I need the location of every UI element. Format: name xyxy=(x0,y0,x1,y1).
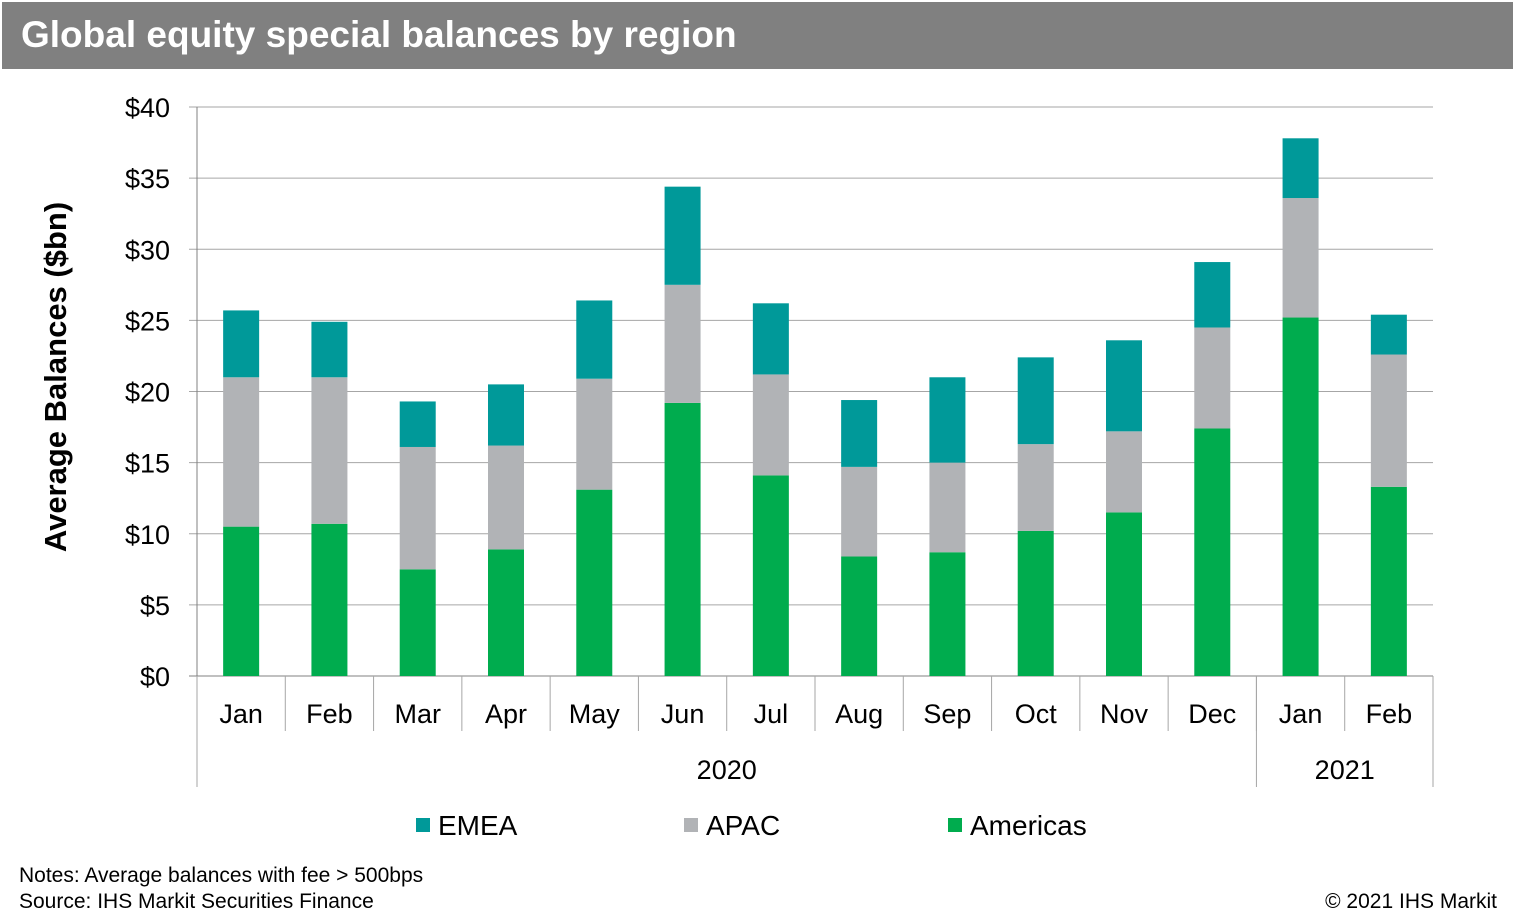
x-tick-label: Jan xyxy=(219,699,263,729)
y-tick-label: $20 xyxy=(125,378,170,408)
bar-americas xyxy=(929,552,966,676)
bar-emea xyxy=(1106,340,1142,432)
bar-emea xyxy=(576,300,613,379)
y-tick-label: $25 xyxy=(125,306,170,336)
y-tick-label: $5 xyxy=(140,591,170,621)
x-tick-label: Oct xyxy=(1015,699,1058,729)
notes-text: Notes: Average balances with fee > 500bp… xyxy=(19,864,424,887)
legend-label: APAC xyxy=(706,810,780,841)
legend-swatch-americas xyxy=(948,818,962,832)
x-tick-label: Aug xyxy=(835,699,883,729)
bar-americas xyxy=(1282,317,1319,676)
bar-americas xyxy=(841,556,878,676)
bar-apac xyxy=(752,374,789,476)
x-tick-label: Dec xyxy=(1188,699,1236,729)
legend-swatch-apac xyxy=(684,818,698,832)
bar-americas xyxy=(1017,530,1054,676)
year-label: 2020 xyxy=(697,755,757,785)
bar-emea xyxy=(929,377,966,463)
bar-apac xyxy=(223,377,260,527)
legend-label: EMEA xyxy=(438,810,518,841)
x-tick-label: Apr xyxy=(485,699,527,729)
x-tick-label: Feb xyxy=(1366,699,1413,729)
bar-emea xyxy=(841,400,878,467)
bar-americas xyxy=(311,523,348,676)
year-label: 2021 xyxy=(1315,755,1375,785)
legend-label: Americas xyxy=(970,810,1087,841)
x-tick-label: Jul xyxy=(754,699,789,729)
bar-emea xyxy=(664,186,701,285)
bar-apac xyxy=(1282,198,1319,318)
bar-apac xyxy=(1106,431,1142,513)
bar-apac xyxy=(399,446,436,570)
bar-apac xyxy=(929,462,966,553)
bar-apac xyxy=(664,284,701,403)
bar-americas xyxy=(1370,486,1407,676)
y-tick-label: $30 xyxy=(125,235,170,265)
y-axis-title: Average Balances ($bn) xyxy=(38,202,73,552)
bar-apac xyxy=(311,377,348,524)
bar-apac xyxy=(488,445,524,550)
y-tick-label: $35 xyxy=(125,164,170,194)
y-tick-label: $40 xyxy=(125,93,170,123)
y-tick-label: $0 xyxy=(140,662,170,692)
bar-americas xyxy=(576,489,613,676)
bar-americas xyxy=(399,569,436,676)
bar-emea xyxy=(1370,314,1407,355)
bar-emea xyxy=(752,303,789,375)
bar-americas xyxy=(1106,512,1142,676)
bar-apac xyxy=(1370,354,1407,487)
bar-emea xyxy=(1194,262,1231,328)
bar-emea xyxy=(1017,357,1054,445)
bar-americas xyxy=(223,526,260,676)
bar-emea xyxy=(399,401,436,447)
copyright-text: © 2021 IHS Markit xyxy=(1325,890,1497,913)
legend-swatch-emea xyxy=(416,818,430,832)
bar-americas xyxy=(664,402,701,676)
y-tick-label: $10 xyxy=(125,520,170,550)
x-tick-label: Mar xyxy=(394,699,441,729)
x-tick-label: Feb xyxy=(306,699,353,729)
bar-emea xyxy=(311,321,348,378)
x-tick-label: May xyxy=(569,699,621,729)
bar-emea xyxy=(1282,138,1319,199)
bar-apac xyxy=(841,466,878,557)
bar-americas xyxy=(1194,428,1231,676)
x-tick-label: Jan xyxy=(1279,699,1323,729)
bar-emea xyxy=(488,384,524,446)
source-text: Source: IHS Markit Securities Finance xyxy=(19,890,374,913)
title-bar: Global equity special balances by region xyxy=(2,2,1513,69)
bar-americas xyxy=(488,549,524,676)
bar-apac xyxy=(576,378,613,490)
y-tick-label: $15 xyxy=(125,449,170,479)
x-tick-label: Jun xyxy=(661,699,705,729)
x-tick-label: Nov xyxy=(1100,699,1149,729)
bar-emea xyxy=(223,310,260,378)
bar-apac xyxy=(1017,444,1054,531)
x-tick-label: Sep xyxy=(923,699,971,729)
bar-americas xyxy=(752,475,789,676)
chart-title: Global equity special balances by region xyxy=(21,14,737,55)
bar-apac xyxy=(1194,327,1231,429)
